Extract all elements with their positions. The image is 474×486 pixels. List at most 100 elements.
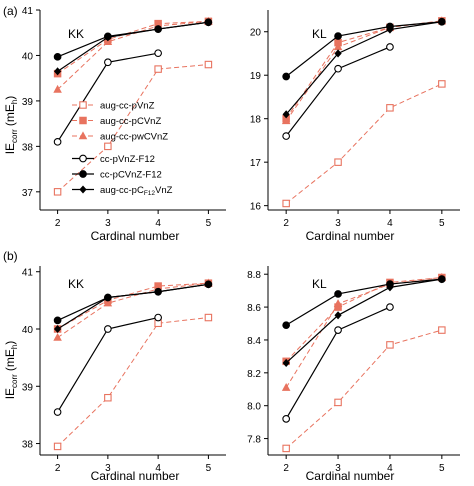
series-cc-pvnz-f12 <box>53 49 162 146</box>
data-point <box>334 311 342 320</box>
x-tick-label: 4 <box>387 218 393 229</box>
series-line <box>285 20 442 119</box>
data-point <box>204 313 213 322</box>
panel-title-b-kl: KL <box>312 277 327 291</box>
data-point <box>154 313 162 322</box>
data-point <box>53 137 62 146</box>
y-axis-label-unit-sub: h <box>10 100 19 104</box>
series-line <box>285 46 391 137</box>
data-point <box>53 52 62 61</box>
series-line <box>57 283 209 330</box>
series-aug-cc-pcf12vnz <box>282 275 446 368</box>
y-axis-label-main: IE <box>3 388 17 399</box>
panel-a-kl: KL Cardinal number 16 17 18 19 20 2 3 4 5 <box>250 10 460 243</box>
data-point <box>334 398 342 407</box>
y-tick-label: 38 <box>22 142 34 153</box>
data-point <box>53 316 62 325</box>
legend-entry: aug-cc-pwCVnZ <box>72 131 168 143</box>
y-tick-label: 37 <box>22 188 34 199</box>
data-point <box>282 414 291 423</box>
data-point <box>104 393 112 402</box>
data-point <box>282 321 291 330</box>
legend-label: cc-pVnZ-F12 <box>100 154 155 165</box>
row-label-b: (b) <box>3 249 18 263</box>
data-point <box>103 298 113 307</box>
data-point <box>281 382 291 391</box>
legend-entry: cc-pVnZ-F12 <box>72 154 155 165</box>
data-point <box>334 158 342 166</box>
data-point <box>282 110 290 119</box>
x-tick-label: 2 <box>283 218 289 229</box>
series-line <box>57 282 209 330</box>
legend-marker <box>78 131 88 140</box>
data-point <box>154 287 162 296</box>
y-tick-label: 39 <box>22 97 34 108</box>
legend-entry: cc-pCVnZ-F12 <box>72 170 162 181</box>
legend-label: aug-cc-pCVnZ <box>100 116 161 127</box>
panel-title-a-kk: KK <box>68 27 84 41</box>
x-tick-label: 5 <box>439 218 445 229</box>
y-tick-label: 19 <box>250 71 262 82</box>
y-tick-label: 40 <box>22 325 34 336</box>
series-cc-pcvnz-f12 <box>282 275 446 330</box>
data-point <box>386 25 394 34</box>
series-line <box>285 83 443 204</box>
x-tick-label: 4 <box>387 463 393 474</box>
data-point <box>386 283 394 292</box>
series-aug-cc-pvnz <box>282 326 446 453</box>
legend-label: aug-cc-pwCVnZ <box>100 132 168 143</box>
y-axis-label-a: IEcorr (mEh) <box>3 96 19 155</box>
data-point <box>438 326 446 334</box>
data-point <box>154 65 162 73</box>
x-tick-label: 2 <box>283 463 289 474</box>
series-cc-pvnz-f12 <box>282 303 394 423</box>
data-point <box>104 325 112 333</box>
legend-marker <box>79 116 87 125</box>
y-axis-label-sub: corr <box>10 374 19 388</box>
data-point <box>438 275 446 284</box>
data-point <box>438 80 446 88</box>
y-tick-label: 20 <box>250 28 262 39</box>
y-tick-label: 40 <box>22 51 34 62</box>
y-tick-label: 18 <box>250 115 262 126</box>
panel-b-kk: (b) KK Cardinal number 38 39 40 41 2 3 4 5 <box>3 249 226 483</box>
x-tick-label: 5 <box>206 463 212 474</box>
data-point <box>104 293 112 302</box>
series-line <box>57 20 209 75</box>
series-line <box>285 21 442 115</box>
x-tick-label: 3 <box>335 463 341 474</box>
legend-entry: aug-cc-pCVnZ <box>72 116 161 127</box>
series-cc-pvnz-f12 <box>53 313 162 416</box>
data-point <box>53 408 62 416</box>
series-line <box>57 282 209 339</box>
series-line <box>285 277 442 388</box>
series-line <box>57 20 209 90</box>
series-line <box>285 278 442 364</box>
legend-marker <box>79 185 87 194</box>
y-tick-label: 16 <box>250 202 262 213</box>
data-point <box>386 341 394 349</box>
legend-entry: aug-cc-pCF12VnZ <box>72 185 173 197</box>
data-point <box>204 60 213 69</box>
data-point <box>438 17 446 26</box>
y-axis-label-close: ) <box>3 96 17 100</box>
x-tick-label: 3 <box>105 463 111 474</box>
data-point <box>282 444 290 453</box>
data-point <box>386 303 394 311</box>
data-point <box>154 49 162 58</box>
series-cc-pcvnz-f12 <box>282 17 446 81</box>
data-point <box>104 142 112 151</box>
series-line <box>285 277 442 362</box>
y-axis-label-sub: corr <box>10 129 19 143</box>
series-line <box>285 278 442 326</box>
series-line <box>57 52 159 143</box>
data-point <box>282 72 291 81</box>
y-tick-label: 41 <box>22 268 34 279</box>
y-tick-label: 39 <box>22 382 34 393</box>
series-line <box>285 21 442 77</box>
y-axis-label-unit-sub: h <box>10 345 19 349</box>
series-aug-cc-pvnz <box>282 80 446 208</box>
series-line <box>57 21 209 72</box>
series-cc-pvnz-f12 <box>282 43 394 140</box>
